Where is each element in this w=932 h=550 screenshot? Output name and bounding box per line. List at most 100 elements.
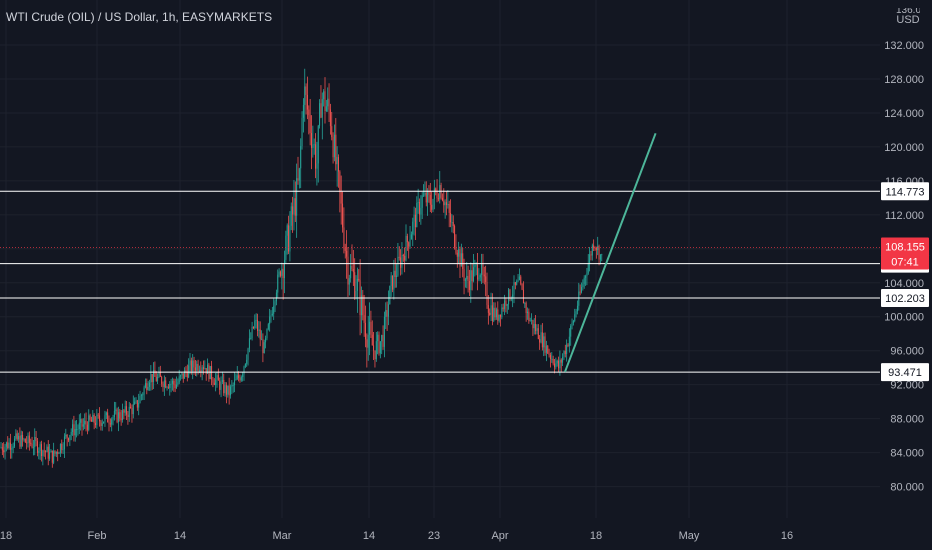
candle-body <box>398 256 400 258</box>
candle-body <box>1 447 3 451</box>
candle-body <box>568 336 570 347</box>
candle-body <box>39 444 41 451</box>
candle-body <box>266 329 268 339</box>
candle-body <box>234 380 236 386</box>
candle-body <box>193 360 195 368</box>
candle-body <box>154 370 156 377</box>
candle-body <box>207 364 209 374</box>
candle-body <box>533 324 535 329</box>
candle-body <box>213 382 215 385</box>
price-axis[interactable]: 80.000 84.000 88.000 92.000 96.000 100.000 104… <box>880 0 932 550</box>
candle-body <box>120 418 122 420</box>
candle-body <box>289 225 291 252</box>
candle-body <box>591 245 593 256</box>
candle-body <box>531 319 533 321</box>
candle-body <box>69 435 71 441</box>
candle-body <box>173 380 175 385</box>
trendline-segment[interactable] <box>564 132 657 373</box>
candle-body <box>520 276 522 284</box>
candle-body <box>479 275 481 278</box>
candle-body <box>38 450 40 453</box>
candle-body <box>146 383 148 390</box>
candle-body <box>270 315 272 317</box>
candle-body <box>298 168 300 181</box>
candle-body <box>374 350 376 360</box>
candle-body <box>136 400 138 408</box>
candle-body <box>105 412 107 416</box>
candle-body <box>320 103 322 118</box>
candle-body <box>190 360 192 372</box>
candle-body <box>278 271 280 275</box>
time-axis[interactable]: 18 Feb 14 Mar 14 23 Apr 18 May 16 <box>0 518 932 550</box>
candle-body <box>456 252 458 257</box>
candle-body <box>227 385 229 395</box>
candle-body <box>379 341 381 354</box>
candle-body <box>473 267 474 282</box>
candle-body <box>166 387 168 388</box>
candle-body <box>115 409 117 411</box>
candle-body <box>18 436 20 440</box>
candle-body <box>159 372 161 377</box>
candle-body <box>96 414 98 426</box>
candle-body <box>451 222 453 223</box>
level-label-bg <box>881 363 929 382</box>
candle-body <box>109 423 111 425</box>
time-axis-bg <box>0 518 932 550</box>
candle-body <box>566 344 568 355</box>
candle-body <box>424 192 426 195</box>
candle-body <box>416 202 418 228</box>
candle-body <box>593 245 595 248</box>
candle-body <box>82 424 84 427</box>
candle-body <box>186 371 188 378</box>
candle-body <box>212 379 214 383</box>
candle-body <box>493 307 495 321</box>
candle-body <box>28 435 30 443</box>
x-tick-label: 14 <box>174 530 186 542</box>
candle-body <box>437 198 439 200</box>
candle-body <box>436 191 438 199</box>
y-tick-label: 84.000 <box>890 448 924 460</box>
candle-body <box>532 319 534 329</box>
candle-body <box>231 385 233 387</box>
candle-body <box>57 451 59 454</box>
candle-body <box>217 375 219 381</box>
candle-body <box>485 276 487 283</box>
horizontal-levels[interactable] <box>0 190 880 373</box>
candlestick-series <box>0 68 603 468</box>
candle-body <box>382 335 384 347</box>
candle-body <box>425 192 427 203</box>
candle-body <box>441 197 443 201</box>
candle-body <box>99 415 101 422</box>
candle-body <box>467 275 469 282</box>
trend-line[interactable] <box>564 132 657 373</box>
candle-body <box>373 345 375 351</box>
candle-body <box>579 291 581 293</box>
candle-body <box>527 311 528 314</box>
candle-body <box>459 249 461 267</box>
candle-body <box>535 324 537 332</box>
candle-body <box>219 380 221 390</box>
candle-body <box>176 384 177 389</box>
candle-body <box>390 275 392 286</box>
candle-body <box>585 276 587 278</box>
x-tick-label: 16 <box>781 530 793 542</box>
candle-body <box>541 332 543 348</box>
y-tick-label: 128.000 <box>884 74 924 86</box>
candle-body <box>143 387 145 395</box>
candle-body <box>599 254 601 260</box>
candle-body <box>570 326 572 337</box>
candle-body <box>111 419 113 425</box>
candle-body <box>563 351 565 357</box>
candle-body <box>252 326 254 328</box>
candle-body <box>446 202 447 206</box>
candle-body <box>431 204 433 210</box>
x-tick-label: Feb <box>88 530 107 542</box>
candle-body <box>14 438 15 447</box>
candle-body <box>185 370 187 372</box>
candle-body <box>97 414 99 416</box>
candle-body <box>383 316 385 347</box>
candle-body <box>589 254 591 264</box>
candle-body <box>317 125 319 164</box>
candle-body <box>316 163 318 169</box>
